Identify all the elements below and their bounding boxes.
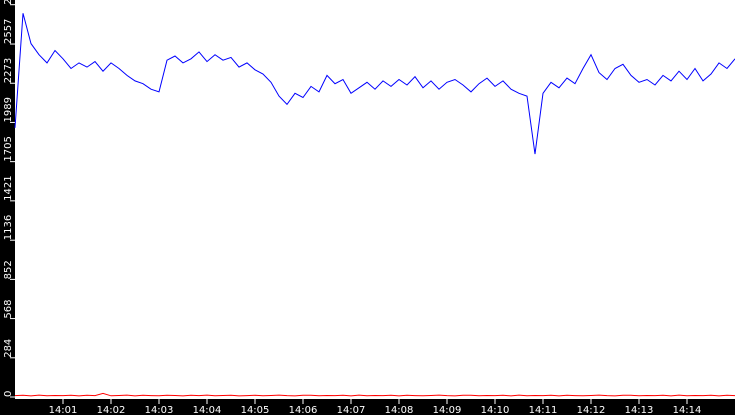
y-tick-label: 2273	[3, 58, 14, 83]
y-tick-label: 1989	[3, 97, 14, 122]
x-tick-label: 14:05	[241, 405, 270, 415]
x-tick-label: 14:04	[193, 405, 222, 415]
x-tick-label: 14:10	[481, 405, 510, 415]
y-axis-band	[0, 0, 15, 415]
y-tick-label: 1136	[3, 215, 14, 240]
x-tick-label: 14:07	[337, 405, 366, 415]
x-axis-band	[0, 399, 735, 415]
y-tick-label: 2842	[3, 0, 14, 5]
y-axis: 0 284 568 852 1136 1421 1705 1989 2273 2557 2842	[3, 0, 15, 398]
x-tick-label: 14:01	[49, 405, 78, 415]
x-tick-label: 14:08	[385, 405, 414, 415]
x-tick-label: 14:09	[433, 405, 462, 415]
series-line-1	[14, 13, 735, 155]
x-tick-label: 14:13	[625, 405, 654, 415]
x-tick-label: 14:02	[97, 405, 126, 415]
x-tick-label: 14:06	[289, 405, 318, 415]
y-tick-label: 0	[3, 391, 14, 397]
x-tick-label: 14:11	[529, 405, 558, 415]
y-tick-label: 1705	[3, 136, 14, 161]
series-line-2	[14, 392, 735, 397]
y-tick-label: 852	[3, 260, 14, 279]
plot-area	[14, 13, 735, 397]
y-tick-label: 1421	[3, 175, 14, 200]
y-tick-label: 2557	[3, 19, 14, 44]
x-tick-label: 14:03	[145, 405, 174, 415]
x-axis: 14:01 14:02 14:03 14:04 14:05 14:06 14:07 14:08…	[49, 399, 702, 415]
x-tick-label: 14:14	[673, 405, 702, 415]
x-tick-label: 14:12	[577, 405, 606, 415]
y-tick-label: 284	[3, 339, 14, 358]
y-tick-label: 568	[3, 300, 14, 319]
